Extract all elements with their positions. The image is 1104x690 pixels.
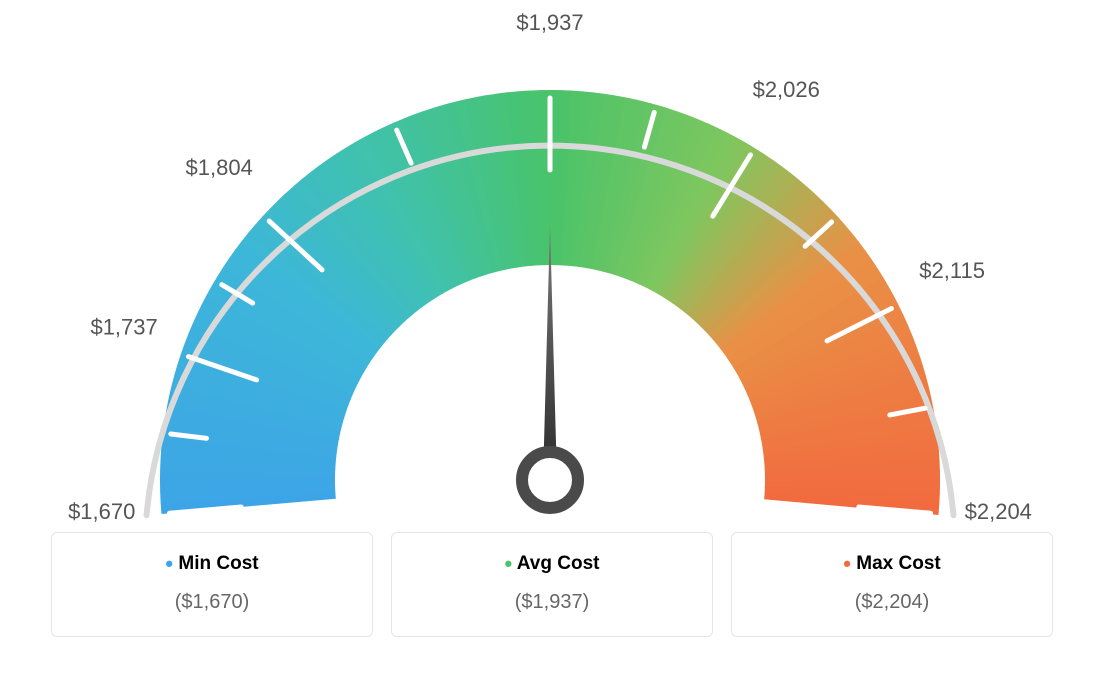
svg-text:$2,204: $2,204 [965, 499, 1032, 524]
dot-icon: • [165, 551, 173, 576]
min-cost-title: • Min Cost [62, 551, 362, 577]
max-cost-label: Max Cost [856, 553, 940, 574]
svg-text:$1,670: $1,670 [68, 499, 135, 524]
svg-text:$2,115: $2,115 [919, 258, 985, 283]
dot-icon: • [843, 551, 851, 576]
max-cost-title: • Max Cost [742, 551, 1042, 577]
avg-cost-card: • Avg Cost ($1,937) [391, 532, 713, 637]
svg-text:$1,937: $1,937 [516, 10, 583, 35]
min-cost-value: ($1,670) [62, 591, 362, 614]
avg-cost-label: Avg Cost [517, 553, 600, 574]
avg-cost-title: • Avg Cost [402, 551, 702, 577]
gauge-chart: $1,670$1,737$1,804$1,937$2,026$2,115$2,2… [0, 0, 1100, 520]
svg-text:$1,804: $1,804 [186, 155, 253, 180]
svg-text:$2,026: $2,026 [753, 77, 820, 102]
avg-cost-value: ($1,937) [402, 591, 702, 614]
max-cost-card: • Max Cost ($2,204) [731, 532, 1053, 637]
dot-icon: • [505, 551, 513, 576]
legend-cards: • Min Cost ($1,670) • Avg Cost ($1,937) … [0, 532, 1104, 637]
gauge-svg: $1,670 $1,737 $1,804 $1,937 $2,026 $2,115 $2,2… [0, 0, 1100, 540]
svg-text:$1,737: $1,737 [90, 315, 157, 340]
min-cost-card: • Min Cost ($1,670) [51, 532, 373, 637]
min-cost-label: Min Cost [178, 553, 258, 574]
max-cost-value: ($2,204) [742, 591, 1042, 614]
